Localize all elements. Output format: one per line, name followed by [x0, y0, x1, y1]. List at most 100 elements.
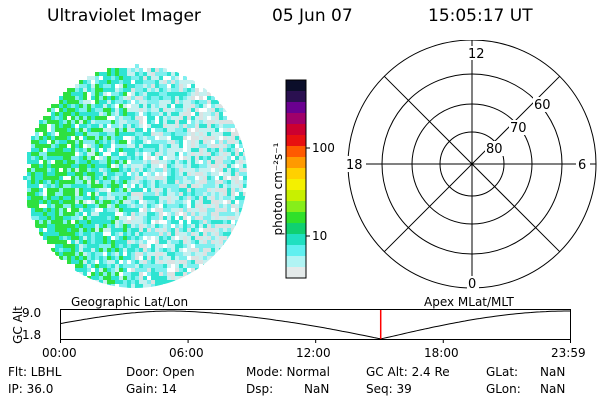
uv-pixel — [111, 224, 115, 228]
uv-pixel — [55, 140, 59, 144]
uv-pixel — [127, 252, 131, 256]
uv-pixel — [59, 132, 63, 136]
uv-pixel — [31, 212, 35, 216]
uv-pixel — [127, 228, 131, 232]
uv-pixel — [75, 112, 79, 116]
uv-pixel — [207, 128, 211, 132]
uv-pixel — [195, 196, 199, 200]
uv-pixel — [215, 236, 219, 240]
uv-pixel — [43, 152, 47, 156]
uv-pixel — [223, 244, 227, 248]
uv-pixel — [59, 128, 63, 132]
uv-pixel — [59, 164, 63, 168]
uv-pixel — [51, 240, 55, 244]
uv-pixel — [199, 124, 203, 128]
uv-pixel — [99, 200, 103, 204]
uv-pixel — [223, 168, 227, 172]
uv-pixel — [183, 172, 187, 176]
uv-pixel — [27, 172, 31, 176]
uv-pixel — [71, 152, 75, 156]
uv-pixel — [195, 120, 199, 124]
colorbar-segment — [286, 201, 306, 213]
uv-pixel — [83, 132, 87, 136]
glat-value: NaN — [540, 365, 566, 379]
uv-pixel — [111, 268, 115, 272]
uv-pixel — [159, 188, 163, 192]
uv-pixel — [95, 100, 99, 104]
uv-pixel — [155, 156, 159, 160]
uv-pixel — [127, 276, 131, 280]
uv-pixel — [155, 220, 159, 224]
uv-pixel — [211, 232, 215, 236]
uv-pixel — [187, 248, 191, 252]
uv-pixel — [219, 184, 223, 188]
uv-pixel — [95, 204, 99, 208]
uv-pixel — [211, 216, 215, 220]
uv-pixel — [155, 144, 159, 148]
colorbar-segment — [286, 267, 306, 279]
uv-pixel — [147, 260, 151, 264]
uv-pixel — [91, 248, 95, 252]
uv-pixel — [159, 260, 163, 264]
uv-pixel — [123, 76, 127, 80]
uv-pixel — [67, 232, 71, 236]
uv-pixel — [203, 196, 207, 200]
uv-pixel — [99, 152, 103, 156]
uv-pixel — [207, 180, 211, 184]
uv-pixel — [163, 208, 167, 212]
uv-pixel — [175, 280, 179, 284]
uv-pixel — [243, 168, 247, 172]
uv-pixel — [115, 76, 119, 80]
uv-pixel — [91, 232, 95, 236]
uv-pixel — [207, 224, 211, 228]
uv-pixel — [183, 212, 187, 216]
uv-pixel — [199, 224, 203, 228]
uv-pixel — [147, 112, 151, 116]
uv-pixel — [103, 92, 107, 96]
uv-pixel — [223, 212, 227, 216]
uv-pixel — [203, 172, 207, 176]
uv-pixel — [195, 236, 199, 240]
uv-pixel — [159, 128, 163, 132]
uv-pixel — [103, 148, 107, 152]
uv-pixel — [123, 248, 127, 252]
uv-pixel — [127, 116, 131, 120]
uv-pixel — [95, 80, 99, 84]
uv-pixel — [211, 240, 215, 244]
uv-pixel — [207, 220, 211, 224]
uv-pixel — [215, 244, 219, 248]
uv-pixel — [151, 256, 155, 260]
timeline-right-label: Apex MLat/MLT — [424, 295, 514, 309]
uv-pixel — [107, 168, 111, 172]
uv-pixel — [135, 84, 139, 88]
uv-pixel — [147, 224, 151, 228]
uv-pixel — [55, 168, 59, 172]
uv-pixel — [99, 80, 103, 84]
uv-pixel — [171, 276, 175, 280]
uv-pixel — [163, 84, 167, 88]
uv-pixel — [111, 80, 115, 84]
uv-pixel — [187, 112, 191, 116]
uv-pixel — [99, 108, 103, 112]
uv-pixel — [219, 224, 223, 228]
uv-pixel — [107, 160, 111, 164]
uv-pixel — [187, 260, 191, 264]
uv-pixel — [39, 180, 43, 184]
uv-pixel — [175, 264, 179, 268]
uv-pixel — [43, 128, 47, 132]
uv-pixel — [75, 164, 79, 168]
uv-pixel — [63, 104, 67, 108]
uv-pixel — [87, 152, 91, 156]
y-tick-label-min: 1.8 — [22, 328, 42, 342]
uv-pixel — [107, 268, 111, 272]
uv-pixel — [199, 116, 203, 120]
uv-pixel — [135, 136, 139, 140]
uv-pixel — [147, 108, 151, 112]
uv-pixel — [83, 136, 87, 140]
uv-pixel — [227, 132, 231, 136]
uv-pixel — [195, 100, 199, 104]
uv-pixel — [103, 84, 107, 88]
uv-pixel — [47, 164, 51, 168]
colorbar-segment — [286, 124, 306, 136]
uv-pixel — [207, 196, 211, 200]
